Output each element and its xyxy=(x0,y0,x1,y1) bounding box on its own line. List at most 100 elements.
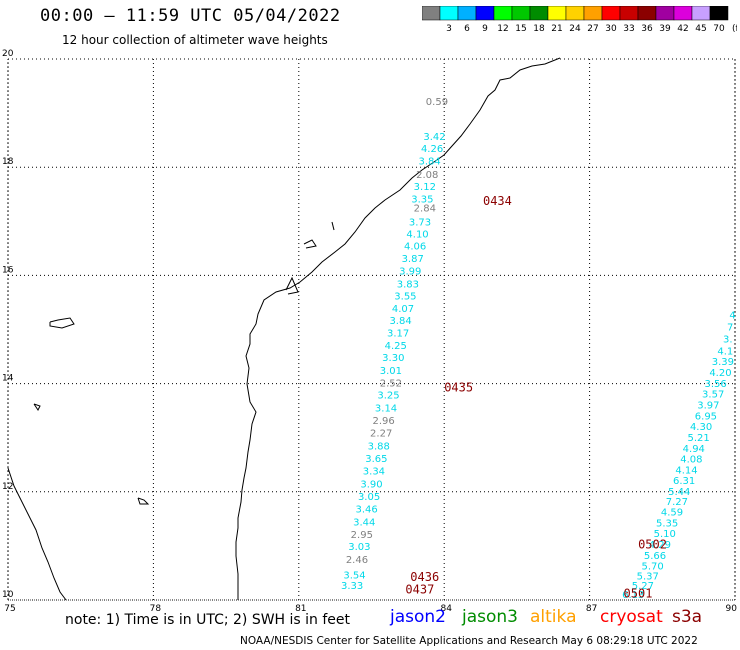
wave-height-value: 3.84 xyxy=(419,156,441,167)
axis-tick-labels: 75 78 81 84 87 90 10 12 14 16 18 20 xyxy=(2,49,737,614)
legend-label: 3 xyxy=(446,24,452,33)
india-east-coastline xyxy=(235,57,561,600)
legend-label: 70 xyxy=(713,24,725,33)
wave-height-value: 6.31 xyxy=(673,476,695,487)
wave-height-value: 2.46 xyxy=(346,555,368,566)
wave-height-value: 3.83 xyxy=(397,279,419,290)
wave-height-value: 3.88 xyxy=(368,442,390,453)
wave-height-value: 7 xyxy=(727,323,733,334)
satellite-jason3: jason3 xyxy=(462,607,518,627)
wave-height-value: 3.99 xyxy=(399,266,421,277)
wave-height-value: 0.59 xyxy=(426,97,448,108)
delta-feature xyxy=(285,276,299,295)
wave-height-value: 3.46 xyxy=(356,504,378,515)
lat-tick-label: 14 xyxy=(2,374,14,384)
wave-height-value: 5.27 xyxy=(632,581,654,592)
wave-height-value: 4.29 xyxy=(649,540,671,551)
legend-label: 24 xyxy=(569,24,581,33)
wave-height-value: 4.10 xyxy=(406,230,428,241)
wave-height-value: 4 xyxy=(729,311,735,322)
legend-label: 21 xyxy=(551,24,562,33)
pass-time-label: 0437 xyxy=(405,583,434,597)
legend-swatch xyxy=(709,6,729,21)
island-2 xyxy=(33,403,41,411)
lon-tick-label: 75 xyxy=(4,604,15,614)
wave-height-value: 3.12 xyxy=(414,182,436,193)
legend-label: 33 xyxy=(623,24,634,33)
wave-height-value: 3.17 xyxy=(387,329,409,340)
wave-height-value: 3.73 xyxy=(409,218,431,229)
wave-height-value: 2.84 xyxy=(414,204,436,215)
wave-height-value: 3.57 xyxy=(702,390,724,401)
legend-label: 42 xyxy=(677,24,688,33)
wave-height-value: 3.56 xyxy=(704,379,726,390)
map-subtitle: 12 hour collection of altimeter wave hei… xyxy=(62,33,328,47)
satellite-altika: altika xyxy=(530,607,577,627)
wave-height-value: 5.21 xyxy=(688,433,710,444)
wave-height-value: 2.95 xyxy=(351,530,373,541)
coastline xyxy=(7,57,561,601)
island-3 xyxy=(137,497,150,505)
wave-height-values: 0.593.424.263.842.083.123.352.843.734.10… xyxy=(341,97,736,601)
satellite-cryosat: cryosat xyxy=(600,607,663,627)
wave-height-value: 3.35 xyxy=(411,194,433,205)
satellite-s3a: s3a xyxy=(672,607,703,627)
sri-lanka-coast xyxy=(7,467,67,601)
wave-height-value: 3.97 xyxy=(697,400,719,411)
legend-label: 27 xyxy=(587,24,598,33)
wave-height-value: 4.30 xyxy=(690,422,712,433)
wave-height-value: 3.33 xyxy=(341,581,363,592)
legend-label: 9 xyxy=(482,24,488,33)
wave-height-value: 3.30 xyxy=(382,353,404,364)
wave-height-value: 3.05 xyxy=(358,492,380,503)
wave-height-value: 3.25 xyxy=(377,391,399,402)
wave-height-value: 3. xyxy=(723,334,733,345)
map-title: 00:00 – 11:59 UTC 05/04/2022 xyxy=(40,6,341,26)
legend-label: 36 xyxy=(641,24,653,33)
wave-height-value: 4.59 xyxy=(661,508,683,519)
wave-height-value: 3.54 xyxy=(343,570,365,581)
legend-label: 6 xyxy=(464,24,470,33)
legend-label: 39 xyxy=(659,24,671,33)
wave-height-value: 4.07 xyxy=(392,304,414,315)
lake-2 xyxy=(331,221,335,231)
wave-height-value: 5.37 xyxy=(637,571,659,582)
lon-tick-label: 90 xyxy=(726,604,738,614)
lon-tick-label: 84 xyxy=(440,604,452,614)
wave-height-value: 4.20 xyxy=(709,368,731,379)
wave-height-value: 3.55 xyxy=(394,292,416,303)
lake-1 xyxy=(303,239,317,249)
lon-tick-label: 87 xyxy=(586,604,597,614)
wave-height-value: 3.84 xyxy=(389,316,411,327)
wave-height-value: 3.01 xyxy=(380,366,402,377)
legend-label: 18 xyxy=(533,24,545,33)
lon-tick-label: 81 xyxy=(295,604,306,614)
wave-height-value: 6.95 xyxy=(695,411,717,422)
legend-label: 15 xyxy=(515,24,526,33)
wave-height-value: 4.26 xyxy=(421,144,443,155)
wave-height-value: 5.70 xyxy=(641,562,663,573)
wave-height-value: 3.90 xyxy=(360,479,382,490)
wave-height-value: 3.03 xyxy=(348,542,370,553)
wave-height-value: 7.27 xyxy=(666,497,688,508)
wave-height-value: 4.94 xyxy=(683,444,705,455)
wave-height-value: 5.10 xyxy=(654,529,676,540)
satellite-jason2: jason2 xyxy=(390,607,446,627)
pass-time-label: 0436 xyxy=(410,570,439,584)
lat-tick-label: 16 xyxy=(2,265,14,275)
pass-time-label: 0502 xyxy=(638,538,667,552)
wave-height-value: 2.96 xyxy=(372,416,394,427)
footer-note: note: 1) Time is in UTC; 2) SWH is in fe… xyxy=(65,612,351,628)
pass-time-label: 0434 xyxy=(483,194,512,208)
wave-height-value: 3.65 xyxy=(365,454,387,465)
lat-tick-label: 12 xyxy=(2,482,13,492)
legend-label: 12 xyxy=(497,24,508,33)
lat-tick-label: 20 xyxy=(2,49,14,59)
wave-height-value: 4.06 xyxy=(404,241,426,252)
wave-height-value: 3.34 xyxy=(363,466,385,477)
wave-height-value: 4.08 xyxy=(680,455,702,466)
wave-height-value: 5.44 xyxy=(668,487,690,498)
wave-height-value: 5.66 xyxy=(644,551,666,562)
credit-line: NOAA/NESDIS Center for Satellite Applica… xyxy=(240,635,698,647)
